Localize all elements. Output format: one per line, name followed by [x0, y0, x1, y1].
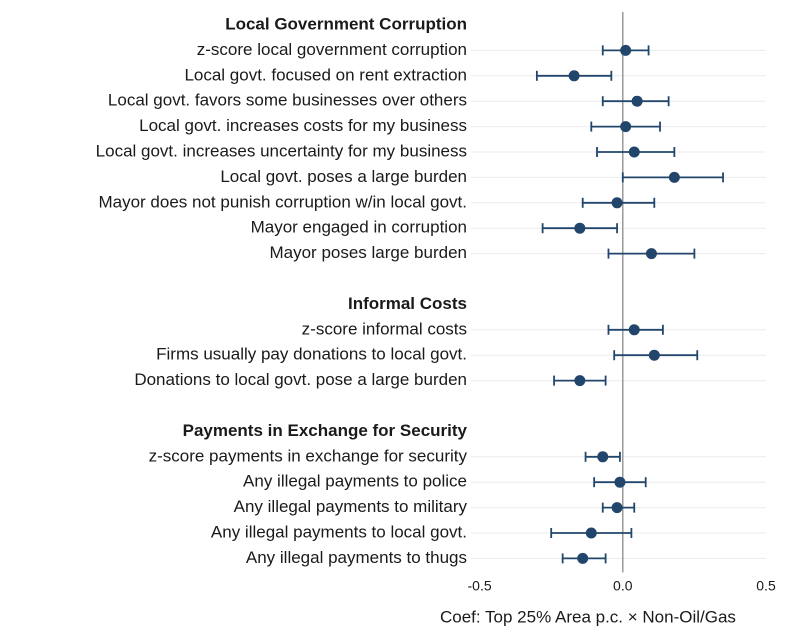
x-tick-label: 0.5 [756, 578, 776, 594]
row-label: Any illegal payments to police [243, 472, 467, 491]
row-label: z-score informal costs [302, 319, 467, 338]
row-label: Any illegal payments to military [234, 497, 468, 516]
row-label: Firms usually pay donations to local gov… [156, 345, 467, 364]
group-header: Payments in Exchange for Security [183, 421, 468, 440]
x-tick-label: -0.5 [468, 578, 492, 594]
point [631, 95, 643, 107]
point [628, 146, 640, 158]
row-label: Mayor does not punish corruption w/in lo… [98, 192, 467, 211]
row-label: Mayor engaged in corruption [251, 218, 467, 237]
point [574, 375, 586, 387]
point [614, 476, 626, 488]
row-label: Local govt. poses a large burden [220, 167, 467, 186]
point [568, 70, 580, 82]
group-header: Informal Costs [348, 294, 467, 313]
row-label: Local govt. favors some businesses over … [108, 91, 467, 110]
row-label: Local govt. focused on rent extraction [184, 65, 467, 84]
row-label: Mayor poses large burden [269, 243, 467, 262]
row-label: z-score payments in exchange for securit… [149, 446, 468, 465]
point [668, 171, 680, 183]
row-label: z-score local government corruption [197, 40, 467, 59]
point [585, 527, 597, 539]
point [611, 197, 623, 209]
point [645, 248, 657, 260]
row-label: Any illegal payments to thugs [246, 548, 467, 567]
row-label: Any illegal payments to local govt. [211, 522, 467, 541]
point [577, 552, 589, 564]
point [648, 349, 660, 361]
row-label: Local govt. increases costs for my busin… [139, 116, 467, 135]
row-label: Local govt. increases uncertainty for my… [96, 141, 467, 160]
point [597, 451, 609, 463]
point [611, 502, 623, 514]
group-header: Local Government Corruption [225, 14, 467, 33]
x-axis-label: Coef: Top 25% Area p.c. × Non-Oil/Gas [440, 607, 736, 626]
x-tick-label: 0.0 [613, 578, 633, 594]
point [574, 222, 586, 234]
point [620, 44, 632, 56]
row-label: Donations to local govt. pose a large bu… [134, 370, 467, 389]
point [628, 324, 640, 336]
point [620, 121, 632, 133]
